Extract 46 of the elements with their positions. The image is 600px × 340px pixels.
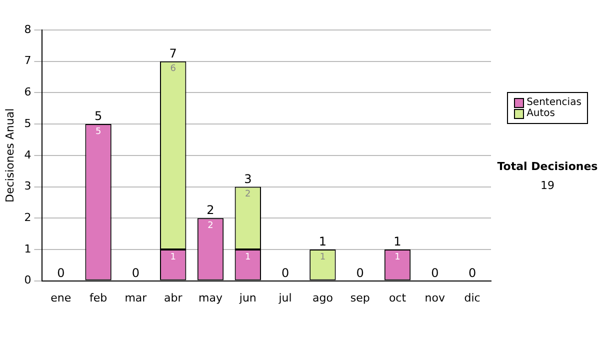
data-label: 1 [245,252,251,262]
total-label: 0 [132,266,140,280]
total-label: 5 [94,109,102,124]
legend-label: Sentencias [526,97,582,108]
data-label: 2 [208,220,214,231]
x-tick-label: may [198,291,223,304]
x-tick-label: sep [350,291,370,304]
y-tick-label: 6 [24,86,32,99]
x-tick-label: mar [124,291,148,304]
y-tick-label: 3 [24,180,32,193]
text: 19 [539,179,556,192]
x-tick-label: oct [388,291,407,304]
total-label: 0 [468,266,476,280]
total-label: 1 [318,234,327,249]
x-tick-label: jun [238,291,256,304]
x-tick-label: ene [50,291,72,304]
total-label: 0 [431,266,439,280]
data-label: 5 [95,126,102,137]
x-tick-label: dic [464,291,480,304]
y-tick-label: 4 [24,148,32,162]
total-label: 0 [356,266,364,280]
data-label: 1 [394,252,400,262]
total-label: 3 [244,172,252,186]
x-tick-label: nov [424,291,446,304]
text: Total Decisiones [497,160,598,173]
x-tick-label: jul [278,291,292,304]
total-label: 2 [206,203,214,218]
x-tick-label: ago [312,291,334,304]
total-label: 0 [281,266,290,280]
x-tick-label: abr [164,291,183,304]
y-tick-label: 2 [24,210,32,224]
total-label: 0 [57,266,65,280]
data-label: 1 [170,252,176,262]
total-label: 1 [394,234,402,249]
data-label: 6 [170,64,176,74]
data-label: 1 [320,252,326,262]
data-label: 2 [245,190,251,200]
y-tick-label: 0 [24,274,32,287]
total-label: 7 [169,46,177,60]
y-tick-label: 1 [24,242,32,256]
y-tick-label: 7 [24,54,32,68]
x-tick-label: feb [89,291,108,304]
y-axis-title: Decisiones Anual [3,108,16,202]
legend-label: Autos [526,108,555,119]
y-tick-label: 8 [24,22,32,36]
y-tick-label: 5 [24,116,32,130]
